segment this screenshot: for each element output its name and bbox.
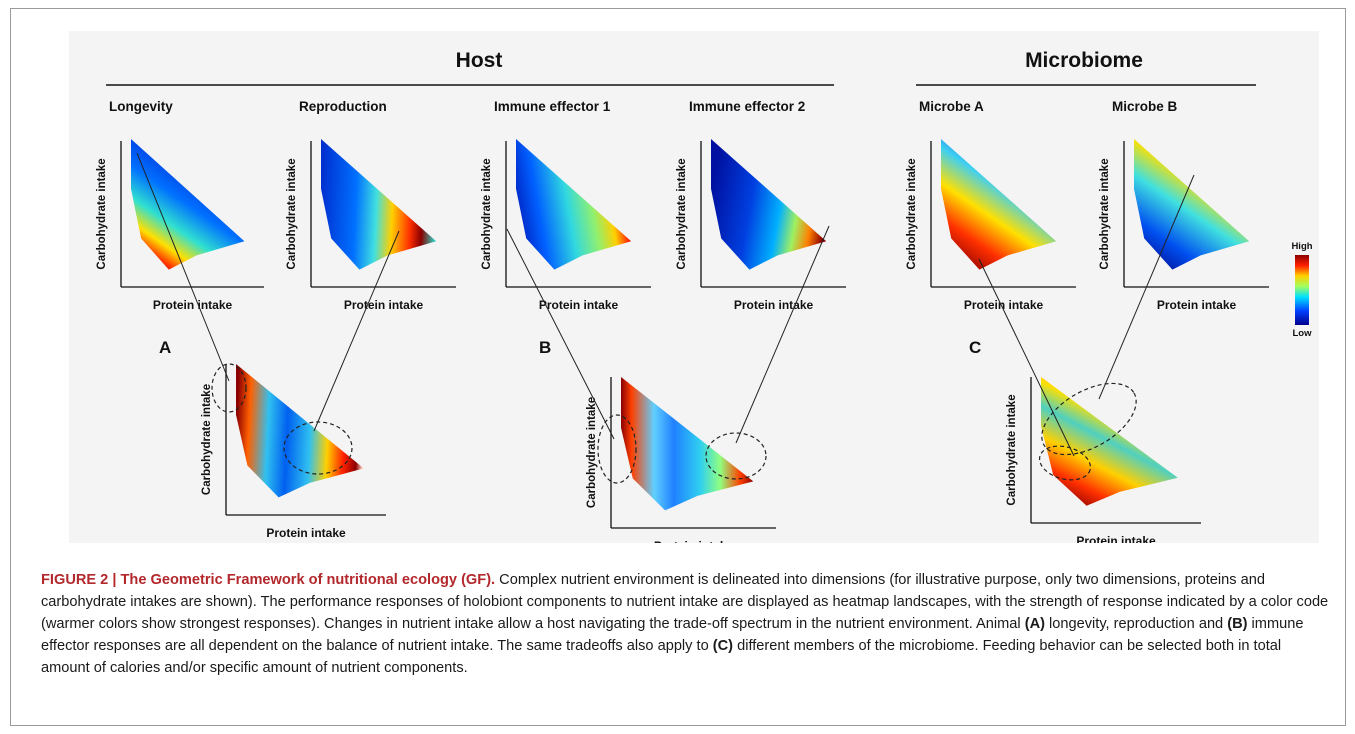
figure-caption: FIGURE 2 | The Geometric Framework of nu… <box>41 569 1331 679</box>
x-axis-label: Protein intake <box>654 539 734 543</box>
panel-title: Longevity <box>109 99 173 114</box>
y-axis-label: Carbohydrate intake <box>906 158 918 269</box>
connector-line <box>735 225 830 444</box>
y-axis-label: Carbohydrate intake <box>481 158 493 269</box>
x-axis-label: Protein intake <box>344 298 424 312</box>
heatmap-landscape <box>941 139 1057 270</box>
heatmap-landscape <box>711 139 827 270</box>
color-legend: High Low <box>1291 241 1312 339</box>
panel-title: Immune effector 2 <box>689 99 805 114</box>
x-axis-label: Protein intake <box>1076 534 1156 543</box>
panel-B: B Protein intake Carbohydrate intake <box>539 338 776 543</box>
caption-ref-a: (A) <box>1024 616 1045 632</box>
host-header: Host <box>106 49 834 86</box>
panel-letter: A <box>159 338 171 357</box>
panel-letter: C <box>969 338 981 357</box>
heatmap-landscape <box>621 377 754 511</box>
connector-line <box>1098 174 1195 400</box>
caption-text-4: different members of the microbiome. Fee… <box>41 638 1282 676</box>
figure-frame: Host Microbiome Longevity Protein intake C… <box>10 8 1346 726</box>
caption-text-3: immune effector responses are all depend… <box>41 616 1304 654</box>
panel-C: C Protein intake Carbohydrate intake <box>969 338 1201 543</box>
panel-microbeB: Microbe B Protein intake Carbohydrate inta… <box>1099 99 1269 312</box>
x-axis-label: Protein intake <box>153 298 233 312</box>
legend-low-label: Low <box>1293 328 1313 339</box>
y-axis-label: Carbohydrate intake <box>286 158 298 269</box>
caption-text-1: Complex nutrient environment is delineat… <box>41 572 1329 632</box>
microbiome-header: Microbiome <box>916 49 1256 86</box>
y-axis-label: Carbohydrate intake <box>586 397 598 508</box>
connector-line <box>506 228 615 440</box>
heatmap-landscape <box>1041 377 1178 506</box>
legend-color-bar <box>1295 255 1309 325</box>
figure-image: Host Microbiome Longevity Protein intake C… <box>69 31 1319 543</box>
x-axis-label: Protein intake <box>266 526 346 540</box>
highlight-ellipse <box>1038 445 1092 481</box>
panel-A: A Protein intake Carbohydrate intake <box>159 338 386 540</box>
y-axis-label: Carbohydrate intake <box>96 158 108 269</box>
highlight-ellipse <box>1041 382 1137 456</box>
heatmap-landscape <box>1134 139 1250 270</box>
y-axis-label: Carbohydrate intake <box>201 384 213 495</box>
x-axis-label: Protein intake <box>1157 298 1237 312</box>
panel-immune1: Immune effector 1 Protein intake Carbohydr… <box>481 99 651 312</box>
heatmap-landscape <box>236 364 364 498</box>
legend-high-label: High <box>1291 241 1312 252</box>
connector-line <box>978 258 1075 457</box>
panel-title: Reproduction <box>299 99 387 114</box>
connector-line <box>313 230 400 432</box>
heatmap-landscape <box>516 139 632 270</box>
caption-title: FIGURE 2 | The Geometric Framework of nu… <box>41 572 496 588</box>
caption-text-2: longevity, reproduction and <box>1044 616 1228 632</box>
y-axis-label: Carbohydrate intake <box>676 158 688 269</box>
caption-ref-b: (B) <box>1227 616 1248 632</box>
highlight-ellipse <box>705 432 767 480</box>
y-axis-label: Carbohydrate intake <box>1006 394 1018 505</box>
panel-immune2: Immune effector 2 Protein intake Carbohydr… <box>676 99 846 312</box>
x-axis-label: Protein intake <box>734 298 814 312</box>
highlight-ellipse <box>211 363 247 413</box>
host-title: Host <box>456 49 503 72</box>
y-axis-label: Carbohydrate intake <box>1099 158 1111 269</box>
connector-lines <box>136 152 1195 457</box>
panel-reproduction: Reproduction Protein intake Carbohydrate i… <box>286 99 456 312</box>
microbiome-title: Microbiome <box>1025 49 1143 72</box>
panel-title: Immune effector 1 <box>494 99 611 114</box>
connector-line <box>136 152 230 382</box>
panel-longevity: Longevity Protein intake Carbohydrate inta… <box>96 99 264 312</box>
panel-microbeA: Microbe A Protein intake Carbohydrate inta… <box>906 99 1076 312</box>
highlight-ellipse <box>597 414 637 484</box>
panel-title: Microbe A <box>919 99 984 114</box>
x-axis-label: Protein intake <box>539 298 619 312</box>
heatmap-landscape <box>321 139 437 270</box>
heatmap-landscape <box>131 139 245 270</box>
panel-title: Microbe B <box>1112 99 1178 114</box>
panel-letter: B <box>539 338 551 357</box>
x-axis-label: Protein intake <box>964 298 1044 312</box>
caption-ref-c: (C) <box>712 638 734 654</box>
